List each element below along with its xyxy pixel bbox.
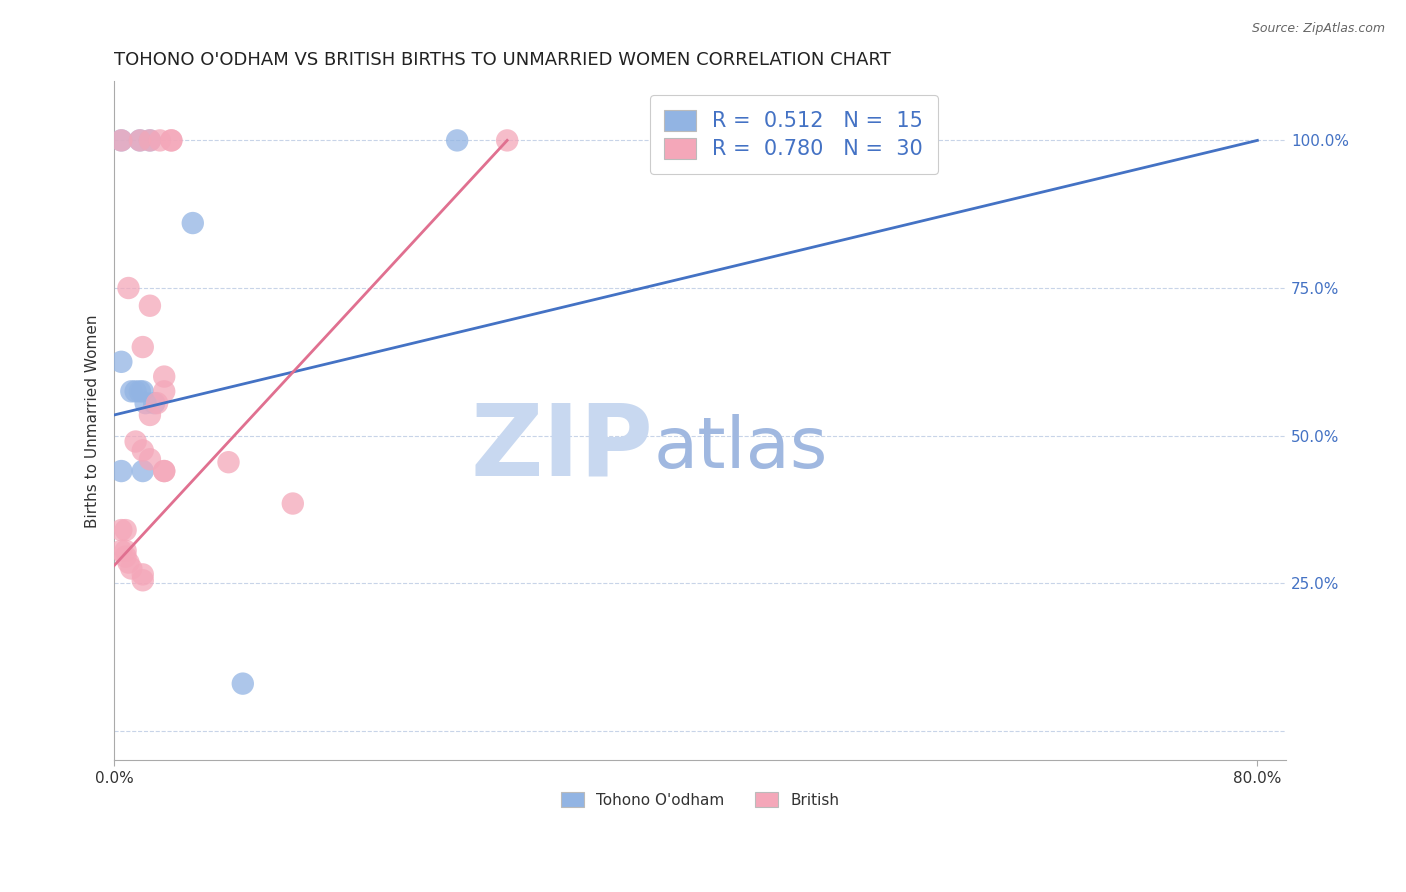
Point	[143, 396, 166, 410]
Point	[117, 556, 139, 570]
Point	[153, 464, 176, 478]
Point	[110, 133, 132, 147]
Point	[153, 369, 176, 384]
Point	[139, 133, 162, 147]
Point	[110, 133, 132, 147]
Point	[160, 133, 183, 147]
Point	[132, 384, 155, 399]
Point	[124, 434, 146, 449]
Point	[110, 355, 132, 369]
Point	[132, 574, 155, 588]
Point	[139, 299, 162, 313]
Point	[110, 543, 132, 558]
Point	[218, 455, 240, 469]
Point	[129, 133, 152, 147]
Point	[114, 523, 136, 537]
Text: atlas: atlas	[654, 414, 828, 483]
Text: TOHONO O'ODHAM VS BRITISH BIRTHS TO UNMARRIED WOMEN CORRELATION CHART: TOHONO O'ODHAM VS BRITISH BIRTHS TO UNMA…	[114, 51, 891, 69]
Point	[153, 464, 176, 478]
Legend: Tohono O'odham, British: Tohono O'odham, British	[555, 786, 845, 814]
Point	[135, 396, 157, 410]
Point	[120, 561, 142, 575]
Point	[496, 133, 519, 147]
Point	[132, 567, 155, 582]
Point	[132, 443, 155, 458]
Point	[124, 384, 146, 399]
Point	[146, 396, 169, 410]
Point	[114, 543, 136, 558]
Point	[132, 340, 155, 354]
Point	[129, 133, 152, 147]
Point	[117, 281, 139, 295]
Point	[281, 496, 304, 510]
Point	[132, 464, 155, 478]
Point	[446, 133, 468, 147]
Point	[139, 452, 162, 467]
Point	[149, 133, 172, 147]
Point	[114, 549, 136, 564]
Point	[232, 676, 254, 690]
Point	[110, 523, 132, 537]
Point	[181, 216, 204, 230]
Point	[139, 133, 162, 147]
Text: ZIP: ZIP	[471, 400, 654, 497]
Y-axis label: Births to Unmarried Women: Births to Unmarried Women	[86, 314, 100, 527]
Point	[110, 464, 132, 478]
Point	[129, 384, 152, 399]
Point	[139, 408, 162, 422]
Point	[160, 133, 183, 147]
Point	[153, 384, 176, 399]
Point	[120, 384, 142, 399]
Text: Source: ZipAtlas.com: Source: ZipAtlas.com	[1251, 22, 1385, 36]
